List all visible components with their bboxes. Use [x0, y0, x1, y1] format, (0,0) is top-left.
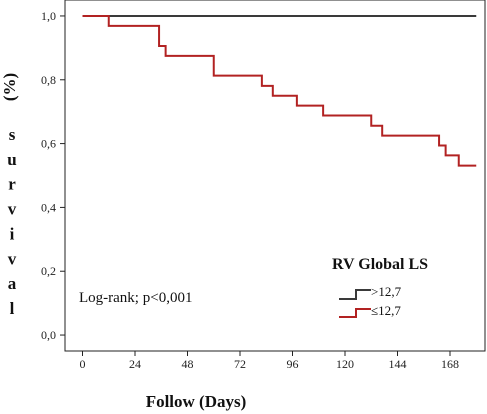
legend-swatch-gt-12-7: [339, 289, 371, 300]
y-axis-title-letter: l: [10, 299, 15, 318]
y-tick-label: 0,6: [41, 137, 56, 151]
log-rank-annotation: Log-rank; p<0,001: [79, 290, 192, 306]
y-axis-title-letter: a: [8, 274, 17, 293]
y-tick-label: 0,0: [41, 328, 56, 342]
x-tick-label: 168: [441, 357, 459, 371]
y-axis-title-letter: v: [8, 249, 17, 268]
y-axis-unit: (%): [0, 73, 19, 101]
y-tick-label: 0,4: [41, 200, 56, 214]
y-axis-title-letter: r: [8, 175, 16, 194]
x-tick-label: 24: [129, 357, 141, 371]
x-tick-label: 0: [80, 357, 86, 371]
y-tick-label: 0,2: [41, 264, 56, 278]
legend-label-le-12-7: ≤12,7: [371, 303, 401, 318]
legend-swatch-le-12-7: [339, 308, 371, 318]
x-axis-title: Follow (Days): [146, 392, 247, 411]
series-line-1: [82, 14, 477, 167]
y-axis-title-letter: i: [10, 224, 15, 243]
legend-label-gt-12-7: >12,7: [371, 284, 402, 299]
x-tick-label: 96: [287, 357, 299, 371]
legend-title: RV Global LS: [332, 256, 428, 273]
x-tick-label: 72: [234, 357, 246, 371]
plot-frame: [64, 0, 486, 352]
y-axis-title-letter: u: [7, 150, 16, 169]
x-tick-label: 144: [389, 357, 407, 371]
x-tick-label: 48: [182, 357, 194, 371]
y-axis-title-letter: s: [9, 125, 16, 144]
y-axis-title-letter: v: [8, 200, 17, 219]
y-tick-label: 1,0: [41, 9, 56, 23]
y-tick-label: 0,8: [41, 73, 56, 87]
x-tick-label: 120: [336, 357, 354, 371]
